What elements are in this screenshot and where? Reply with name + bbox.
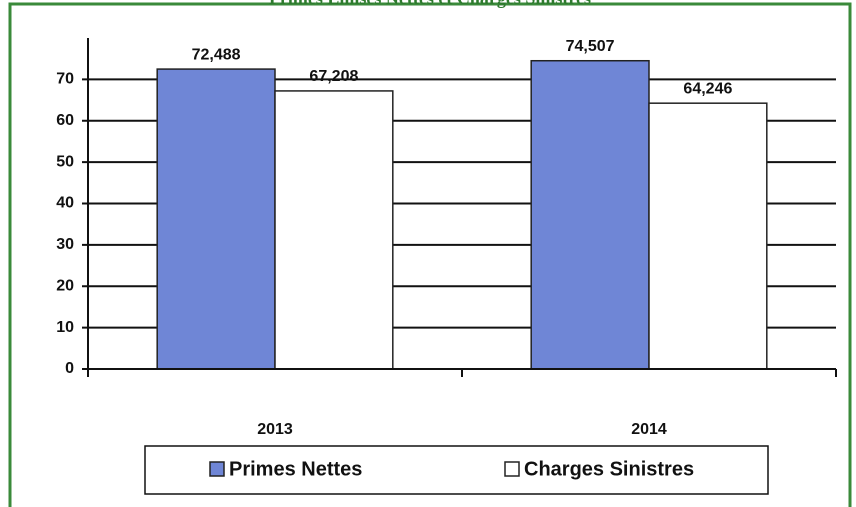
y-tick-label: 70 [56,71,74,88]
y-tick-label: 30 [56,236,74,253]
x-tick-label: 2013 [257,421,293,438]
frame [8,2,852,507]
bar [648,102,768,370]
data-label: 72,488 [192,46,241,63]
y-tick-label: 20 [56,277,74,294]
x-tick-label: 2014 [631,421,667,438]
data-label: 67,208 [309,68,358,85]
legend-label: Primes Nettes [229,458,362,480]
bar [530,59,650,370]
data-label: 74,507 [566,38,615,55]
y-tick-label: 40 [56,195,74,212]
legend-box [144,445,769,495]
data-label: 64,246 [683,80,732,97]
legend-swatch [504,461,520,477]
legend-label: Charges Sinistres [524,458,694,480]
bar [274,90,394,370]
y-tick-label: 0 [65,360,74,377]
y-tick-label: 50 [56,153,74,170]
bar [156,68,276,370]
legend-swatch [209,461,225,477]
y-tick-label: 60 [56,112,74,129]
y-tick-label: 10 [56,319,74,336]
chart-title: Primes Emises Nettes et Charges Sinistre… [269,0,591,8]
